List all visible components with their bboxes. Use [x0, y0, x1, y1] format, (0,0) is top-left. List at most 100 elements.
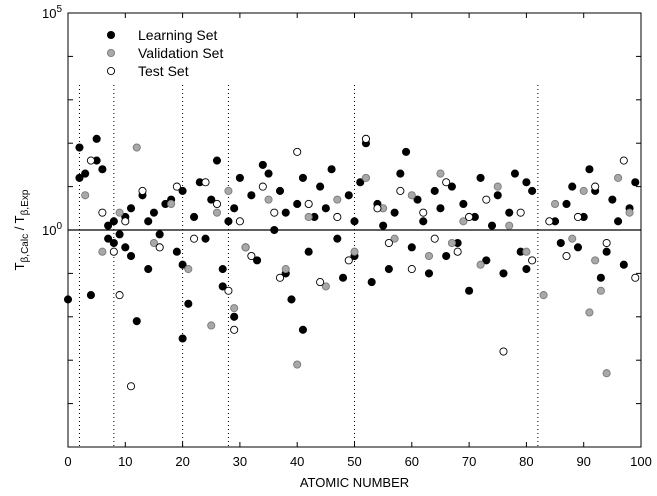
data-point-series-2	[305, 200, 312, 207]
data-point-series-1	[282, 265, 289, 272]
data-point-series-2	[334, 213, 341, 220]
data-point-series-1	[569, 235, 576, 242]
data-point-series-0	[437, 205, 444, 212]
data-point-series-2	[603, 239, 610, 246]
data-point-series-0	[408, 244, 415, 251]
data-point-series-2	[202, 179, 209, 186]
data-point-series-1	[231, 305, 238, 312]
data-point-series-0	[145, 218, 152, 225]
data-point-series-0	[150, 209, 157, 216]
data-point-series-0	[122, 244, 129, 251]
legend-marker	[107, 31, 114, 38]
data-point-series-0	[219, 265, 226, 272]
data-point-series-2	[231, 326, 238, 333]
legend: Learning Set Validation Set Test Set	[107, 27, 223, 79]
legend-marker	[107, 49, 114, 56]
data-point-series-0	[231, 205, 238, 212]
y-label-den-base: T	[12, 215, 27, 223]
data-point-series-0	[328, 166, 335, 173]
data-point-series-0	[156, 231, 163, 238]
data-point-series-2	[632, 274, 639, 281]
y-label-num-sub: β,Calc	[20, 234, 31, 263]
data-point-series-0	[597, 274, 604, 281]
data-point-series-2	[374, 205, 381, 212]
data-point-series-0	[231, 313, 238, 320]
data-point-series-0	[339, 274, 346, 281]
data-point-series-1	[523, 248, 530, 255]
data-point-series-2	[173, 183, 180, 190]
data-point-series-0	[380, 222, 387, 229]
data-point-series-0	[391, 209, 398, 216]
x-tick-label: 0	[64, 454, 71, 469]
data-point-series-1	[99, 248, 106, 255]
data-point-series-2	[127, 383, 134, 390]
x-tick-label: 40	[290, 454, 304, 469]
data-point-series-1	[626, 209, 633, 216]
x-tick-label: 60	[405, 454, 419, 469]
data-point-series-0	[385, 265, 392, 272]
data-point-series-0	[351, 218, 358, 225]
x-tick-label: 80	[519, 454, 533, 469]
data-point-series-1	[362, 174, 369, 181]
data-point-series-1	[265, 196, 272, 203]
data-point-series-0	[322, 205, 329, 212]
data-point-series-2	[454, 248, 461, 255]
data-point-series-2	[190, 235, 197, 242]
data-point-series-2	[546, 218, 553, 225]
data-point-series-0	[185, 300, 192, 307]
data-point-series-0	[569, 183, 576, 190]
data-point-series-0	[368, 278, 375, 285]
data-point-series-2	[563, 252, 570, 259]
data-point-series-1	[603, 370, 610, 377]
data-point-series-1	[225, 187, 232, 194]
data-point-series-1	[586, 309, 593, 316]
data-point-series-2	[122, 218, 129, 225]
data-point-series-0	[305, 248, 312, 255]
data-point-series-0	[563, 200, 570, 207]
y-label-sep: /	[12, 223, 27, 234]
data-point-series-0	[190, 213, 197, 220]
data-point-series-0	[282, 209, 289, 216]
data-point-series-1	[351, 248, 358, 255]
data-point-series-1	[133, 144, 140, 151]
data-point-series-2	[466, 213, 473, 220]
legend-label: Test Set	[138, 63, 189, 79]
data-point-series-0	[557, 239, 564, 246]
data-point-series-2	[620, 157, 627, 164]
data-point-series-0	[603, 248, 610, 255]
data-point-series-2	[345, 257, 352, 264]
data-point-series-1	[614, 174, 621, 181]
x-tick-label: 30	[233, 454, 247, 469]
data-point-series-1	[580, 187, 587, 194]
data-point-series-0	[271, 226, 278, 233]
data-point-series-0	[110, 239, 117, 246]
data-point-series-2	[385, 239, 392, 246]
data-point-series-2	[397, 187, 404, 194]
data-point-series-0	[574, 244, 581, 251]
data-point-series-0	[276, 187, 283, 194]
data-point-series-0	[345, 192, 352, 199]
data-point-series-1	[551, 200, 558, 207]
legend-marker	[107, 67, 114, 74]
y-label-num-base: T	[12, 262, 27, 270]
data-point-series-0	[443, 252, 450, 259]
data-point-series-0	[127, 252, 134, 259]
data-point-series-2	[420, 209, 427, 216]
data-point-series-0	[76, 144, 83, 151]
data-point-series-2	[294, 148, 301, 155]
x-tick-label: 70	[462, 454, 476, 469]
data-point-series-0	[614, 218, 621, 225]
data-point-series-0	[236, 174, 243, 181]
data-point-series-0	[431, 187, 438, 194]
data-point-series-0	[425, 270, 432, 277]
data-point-series-2	[431, 235, 438, 242]
legend-label: Validation Set	[138, 45, 223, 61]
x-tick-label: 50	[347, 454, 361, 469]
data-point-series-1	[540, 292, 547, 299]
data-point-series-1	[213, 209, 220, 216]
x-tick-label: 20	[175, 454, 189, 469]
data-point-series-2	[362, 135, 369, 142]
y-tick-label: 100	[42, 221, 62, 238]
data-point-series-1	[208, 322, 215, 329]
data-point-series-0	[225, 218, 232, 225]
